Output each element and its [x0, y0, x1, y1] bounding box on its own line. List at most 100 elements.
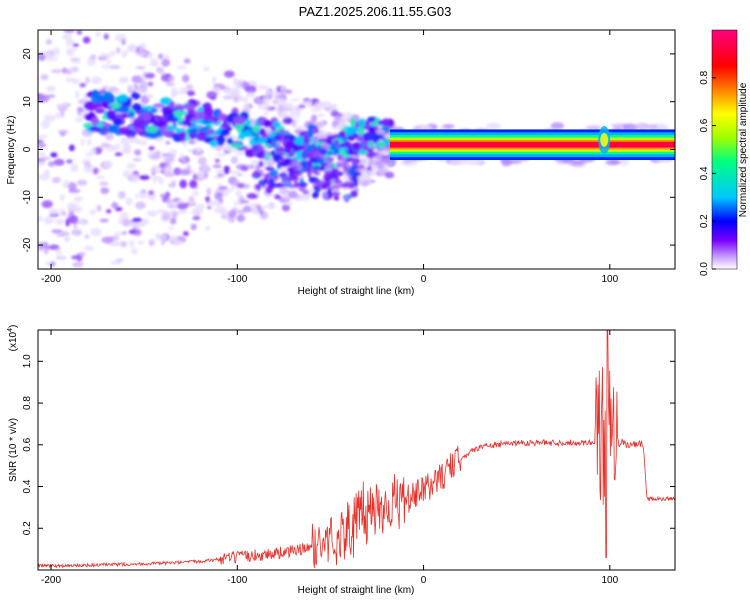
colorbar-tick-label: 0.2: [699, 214, 710, 228]
noise-blob: [80, 138, 85, 146]
ridge-blob: [368, 125, 376, 132]
y-tick-label: 20: [22, 48, 33, 60]
noise-blob: [85, 153, 92, 157]
noise-blob: [83, 165, 90, 173]
noise-blob: [223, 70, 235, 78]
noise-blob: [49, 244, 60, 250]
noise-blob: [198, 156, 207, 166]
ridge-blob: [131, 92, 141, 100]
streak-blob: [302, 136, 311, 145]
ridge-blob: [118, 126, 131, 135]
noise-blob: [236, 182, 246, 189]
noise-blob: [276, 85, 281, 93]
streak-blob: [273, 135, 283, 140]
noise-blob: [235, 190, 242, 197]
noise-blob: [79, 251, 86, 257]
streak-blob: [353, 179, 359, 188]
ridge-blob: [307, 124, 316, 131]
colorbar-ticks: 0.0 0.2 0.4 0.6 0.8: [699, 29, 738, 276]
ridge-blob: [184, 113, 196, 119]
noise-blob: [156, 209, 168, 214]
noise-blob: [127, 86, 132, 94]
ridge-blob: [356, 125, 365, 136]
noise-blob: [122, 218, 131, 227]
ridge-blob: [293, 135, 307, 146]
noise-blob: [132, 158, 142, 162]
streak-blob: [320, 162, 325, 169]
noise-blob: [165, 199, 173, 205]
spectrogram-y-label: Frequency (Hz): [6, 116, 17, 185]
noise-blob: [188, 200, 195, 206]
noise-blob: [50, 152, 58, 158]
noise-blob: [323, 107, 331, 111]
noise-blob: [71, 60, 82, 64]
ridge-blob: [117, 93, 128, 103]
ridge-blob: [221, 122, 229, 128]
noise-blob: [177, 199, 185, 204]
noise-blob: [65, 47, 75, 57]
ridge-blob: [178, 131, 187, 141]
noise-blob: [316, 113, 325, 117]
noise-blob: [102, 85, 109, 90]
ridge-blob: [220, 128, 231, 137]
streak-blob: [334, 147, 340, 155]
noise-blob: [99, 181, 109, 186]
noise-blob: [76, 179, 88, 186]
noise-blob: [280, 110, 288, 119]
noise-blob: [72, 47, 78, 51]
noise-blob: [92, 167, 99, 175]
ridge-blob: [113, 108, 127, 113]
streak-blob: [283, 145, 292, 154]
disturbance-core: [600, 132, 609, 147]
spectrogram-heatmap: [38, 30, 675, 268]
streak-blob: [291, 175, 299, 182]
noise-blob: [257, 204, 262, 212]
noise-blob: [38, 57, 46, 61]
colorbar-frame: [711, 29, 738, 270]
band-halo-blob: [622, 123, 638, 131]
streak-blob: [307, 170, 312, 178]
noise-blob: [55, 218, 65, 225]
noise-blob: [146, 52, 153, 59]
band-halo-blob: [375, 129, 386, 135]
noise-blob: [156, 106, 162, 114]
streak-blob: [311, 192, 320, 198]
noise-blob: [140, 221, 146, 228]
noise-blob: [113, 231, 125, 236]
ridge-blob: [131, 102, 142, 111]
streak-blob: [297, 163, 303, 172]
noise-blob: [109, 50, 116, 57]
noise-blob: [89, 54, 97, 61]
noise-blob: [211, 76, 217, 85]
noise-blob: [41, 156, 51, 160]
colorbar-tick-label: 0.8: [699, 70, 710, 84]
noise-blob: [223, 165, 231, 175]
noise-blob: [109, 65, 121, 70]
ridge-blob: [365, 150, 377, 159]
ridge-blob: [347, 134, 356, 141]
noise-blob: [147, 81, 154, 87]
noise-blob: [214, 207, 225, 214]
noise-blob: [55, 103, 68, 107]
noise-blob: [122, 231, 127, 235]
band-halo-blob: [571, 160, 584, 165]
streak-blob: [272, 153, 281, 161]
streak-blob: [327, 172, 335, 181]
ridge-blob: [91, 102, 104, 109]
noise-blob: [203, 66, 210, 72]
noise-blob: [236, 214, 245, 223]
noise-blob: [70, 163, 79, 173]
noise-blob: [183, 58, 191, 64]
noise-blob: [128, 223, 135, 227]
noise-blob: [64, 234, 69, 243]
noise-blob: [71, 229, 83, 236]
noise-blob: [148, 239, 155, 247]
noise-blob: [148, 190, 155, 196]
noise-blob: [192, 216, 201, 221]
spectrogram-x-label: Height of straight line (km): [298, 286, 415, 297]
noise-blob: [204, 225, 211, 231]
noise-blob: [240, 165, 249, 172]
streak-blob: [256, 151, 265, 159]
noise-blob: [85, 76, 90, 84]
x-tick-label: 0: [421, 575, 427, 586]
